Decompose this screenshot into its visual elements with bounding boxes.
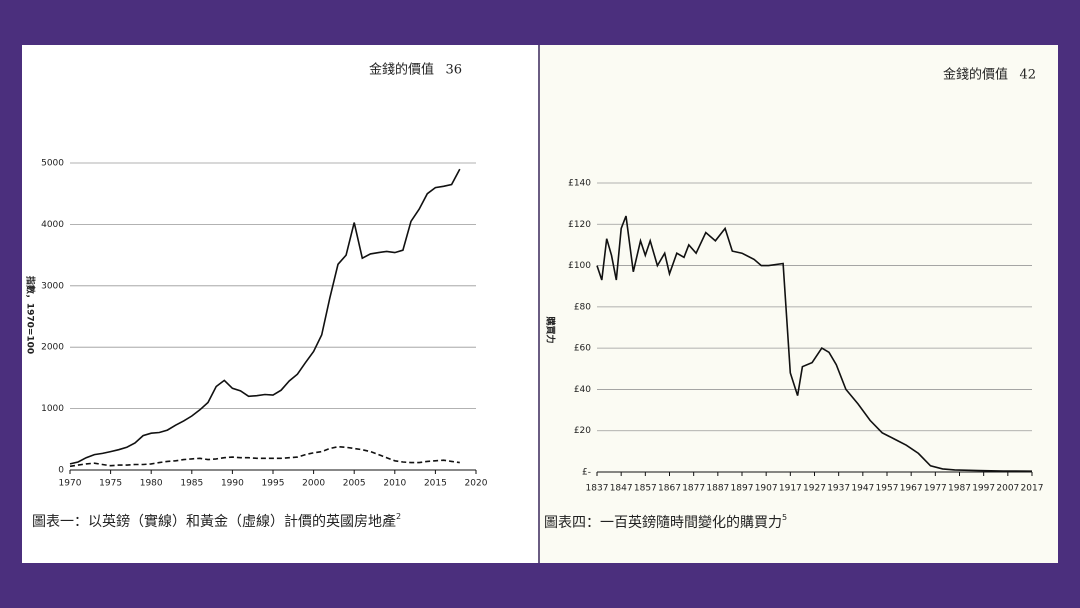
y-axis-label: 指數，1970=100 <box>25 276 37 354</box>
y-tick-label: 2000 <box>41 343 64 353</box>
footnote-mark: 2 <box>396 512 401 521</box>
x-tick-label: 1887 <box>706 484 729 494</box>
page-number: 42 <box>1019 68 1036 83</box>
x-tick-label: 1947 <box>851 484 874 494</box>
y-tick-label: 3000 <box>41 281 64 291</box>
y-tick-label: 0 <box>58 466 64 476</box>
y-tick-label: 5000 <box>41 159 64 169</box>
y-tick-label: £60 <box>574 344 591 354</box>
y-tick-label: £140 <box>568 179 591 189</box>
x-tick-label: 1967 <box>900 484 923 494</box>
x-tick-label: 1857 <box>634 484 657 494</box>
x-tick-label: 1970 <box>59 479 82 489</box>
x-tick-label: 1975 <box>99 479 122 489</box>
x-tick-label: 1995 <box>262 479 285 489</box>
chart-title: 圖表四：一百英鎊隨時間變化的購買力5 <box>544 513 787 532</box>
y-tick-label: £40 <box>574 385 591 395</box>
y-tick-label: 4000 <box>41 220 64 230</box>
chart-title: 圖表一：以英鎊（實線）和黃金（虛線）計價的英國房地產2 <box>32 512 401 531</box>
y-tick-label: 1000 <box>41 404 64 414</box>
x-tick-label: 1997 <box>972 484 995 494</box>
x-tick-label: 2010 <box>383 479 406 489</box>
data-line <box>69 168 461 465</box>
y-tick-label: £80 <box>574 302 591 312</box>
x-tick-label: 1990 <box>221 479 244 489</box>
x-tick-label: 1977 <box>924 484 947 494</box>
x-tick-label: 1847 <box>610 484 633 494</box>
x-tick-label: 1907 <box>755 484 778 494</box>
right-page <box>540 45 1058 563</box>
x-tick-label: 1877 <box>682 484 705 494</box>
x-tick-label: 1927 <box>803 484 826 494</box>
y-tick-label: £100 <box>568 261 591 271</box>
y-tick-label: £- <box>582 468 591 478</box>
running-head: 金錢的價值 <box>943 67 1008 83</box>
y-tick-label: £120 <box>568 220 591 230</box>
x-tick-label: 1867 <box>658 484 681 494</box>
x-tick-label: 1837 <box>586 484 609 494</box>
x-tick-label: 1980 <box>140 479 163 489</box>
x-tick-label: 1985 <box>180 479 203 489</box>
footnote-mark: 5 <box>782 513 787 522</box>
x-tick-label: 2017 <box>1021 484 1044 494</box>
x-tick-label: 1937 <box>827 484 850 494</box>
left-page <box>22 45 538 563</box>
x-tick-label: 2020 <box>465 479 488 489</box>
x-tick-label: 2005 <box>343 479 366 489</box>
x-tick-label: 1957 <box>876 484 899 494</box>
x-tick-label: 1897 <box>731 484 754 494</box>
running-head: 金錢的價值 <box>369 62 434 78</box>
x-tick-label: 2000 <box>302 479 325 489</box>
x-tick-label: 2015 <box>424 479 447 489</box>
x-tick-label: 1987 <box>948 484 971 494</box>
page-number: 36 <box>445 63 462 78</box>
y-tick-label: £20 <box>574 426 591 436</box>
data-line <box>596 215 1033 472</box>
x-tick-label: 1917 <box>779 484 802 494</box>
x-tick-label: 2007 <box>996 484 1019 494</box>
data-line <box>69 445 460 468</box>
y-axis-label: 購買力 <box>545 315 557 343</box>
